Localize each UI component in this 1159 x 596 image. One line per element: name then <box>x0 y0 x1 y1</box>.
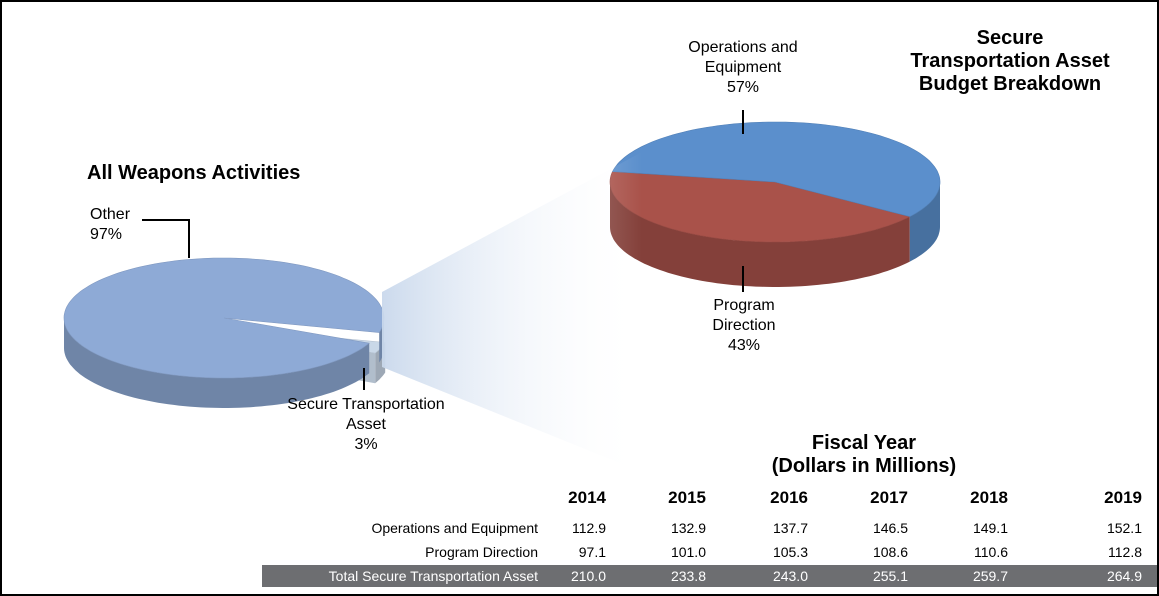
table-cell: 105.3 <box>772 544 808 560</box>
leader-line <box>142 219 190 258</box>
slice-value-label: 57% <box>726 79 760 96</box>
row-label: Operations and Equipment <box>371 520 538 536</box>
slice-label: Program Direction <box>712 297 776 334</box>
table-cell: 97.1 <box>578 544 606 560</box>
pie-side <box>64 318 370 408</box>
slice-value-label: 43% <box>727 337 761 354</box>
slice-label: Other <box>90 206 131 223</box>
total-row-band <box>262 565 1157 587</box>
column-header: 2019 <box>1104 488 1142 507</box>
pie-side <box>610 182 910 287</box>
table-cell: 259.7 <box>972 568 1008 584</box>
table-cell: 101.0 <box>670 544 706 560</box>
column-header: 2015 <box>668 488 706 507</box>
slice-value-label: 97% <box>90 226 123 243</box>
pie-slice <box>63 257 385 379</box>
table-cell: 264.9 <box>1106 568 1142 584</box>
table-cell: 137.7 <box>772 520 808 536</box>
pie-side <box>909 182 940 262</box>
row-label: Program Direction <box>425 544 538 560</box>
table-cell: 243.0 <box>772 568 808 584</box>
table-cell: 110.6 <box>974 544 1008 560</box>
slice-value-label: 3% <box>354 436 378 453</box>
table-cell: 255.1 <box>872 568 908 584</box>
slice-label: Operations and Equipment <box>688 39 798 76</box>
slice-label: Secure Transportation Asset <box>287 396 445 433</box>
table-cell: 112.8 <box>1108 544 1142 560</box>
table-cell: 210.0 <box>570 568 606 584</box>
column-header: 2017 <box>870 488 908 507</box>
pie-slice <box>612 121 941 217</box>
table-cell: 108.6 <box>872 544 908 560</box>
chart-title: All Weapons Activities <box>87 162 301 184</box>
table-cell: 146.5 <box>872 520 908 536</box>
table-cell: 233.8 <box>670 568 706 584</box>
zoom-cone <box>382 152 642 472</box>
column-header: 2014 <box>568 488 606 507</box>
table-cell: 112.9 <box>572 520 606 536</box>
column-header: 2016 <box>770 488 808 507</box>
table-cell: 149.1 <box>972 520 1008 536</box>
column-header: 2018 <box>970 488 1008 507</box>
table-title: Fiscal Year <box>811 432 917 454</box>
table-cell: 132.9 <box>670 520 706 536</box>
row-label: Total Secure Transportation Asset <box>328 568 538 584</box>
chart-title: Secure Transportation Asset Budget Break… <box>910 27 1110 95</box>
table-cell: 152.1 <box>1106 520 1142 536</box>
table-subtitle: (Dollars in Millions) <box>771 455 957 477</box>
